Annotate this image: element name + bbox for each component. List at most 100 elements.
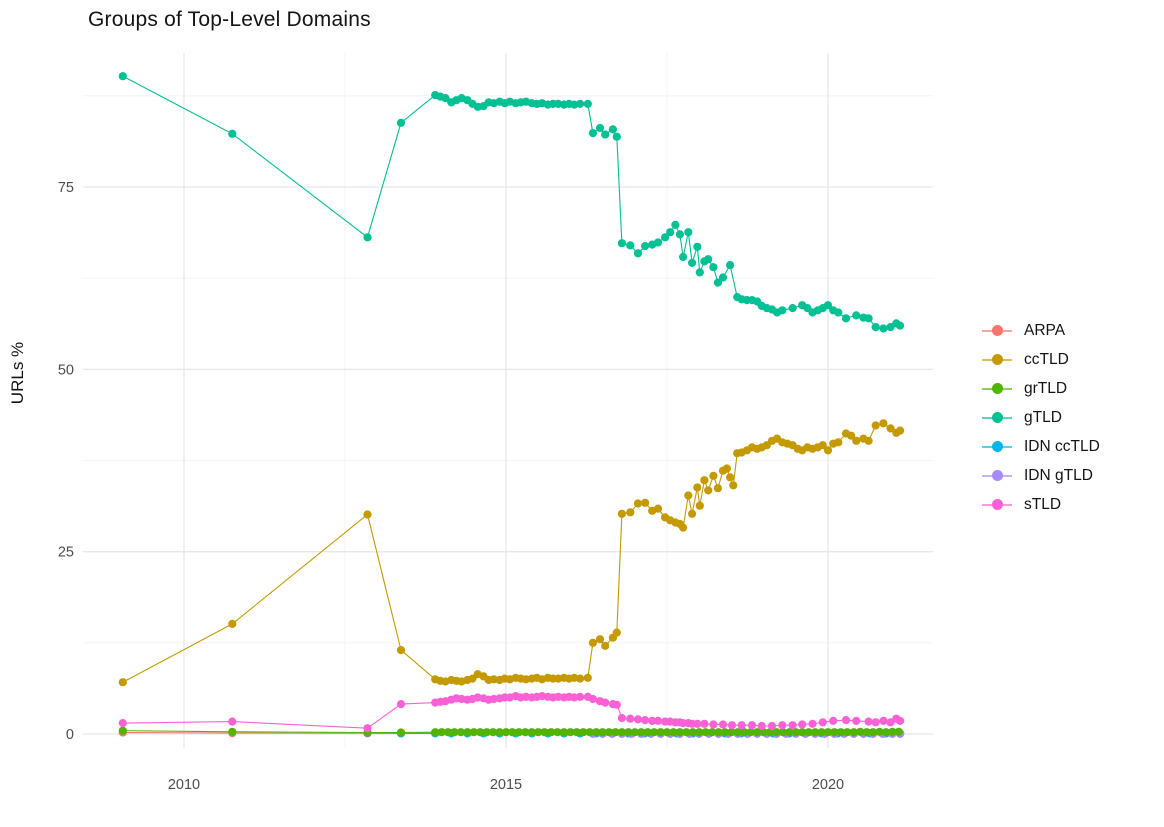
data-point-gtld xyxy=(666,228,675,237)
data-point-gtld xyxy=(363,233,372,242)
data-point-stld xyxy=(617,713,627,723)
data-point-cctld xyxy=(709,471,718,480)
data-point-cctld xyxy=(886,424,895,433)
data-point-cctld xyxy=(852,436,861,445)
data-point-gtld xyxy=(601,130,610,139)
data-point-stld xyxy=(648,716,657,726)
data-point-grtld xyxy=(501,728,511,737)
data-point-grtld xyxy=(881,728,891,737)
legend-key-icon xyxy=(982,466,1012,486)
data-point-grtld xyxy=(482,728,491,737)
data-point-grtld xyxy=(579,728,588,737)
data-point-stld xyxy=(576,692,585,701)
data-point-cctld xyxy=(722,464,732,473)
data-point-grtld xyxy=(675,728,685,737)
legend-label: ARPA xyxy=(1024,322,1066,339)
legend-label: gTLD xyxy=(1024,409,1062,426)
x-tick-label: 2015 xyxy=(490,777,522,793)
data-point-cctld xyxy=(684,491,693,500)
data-point-grtld xyxy=(753,728,762,737)
data-point-stld xyxy=(879,716,888,726)
data-point-gtld xyxy=(852,311,861,320)
data-point-stld xyxy=(228,717,237,726)
data-point-grtld xyxy=(791,728,800,737)
data-point-grtld xyxy=(566,728,575,737)
data-point-gtld xyxy=(704,255,713,264)
data-point-cctld xyxy=(679,523,688,532)
y-tick-label: 75 xyxy=(58,180,74,196)
data-point-grtld xyxy=(804,728,813,737)
legend: ARPA ccTLD grTLD gTLD IDN ccTLD IDN gTLD sTLD xyxy=(982,321,1100,515)
data-point-cctld xyxy=(823,446,833,455)
x-tick-label: 2020 xyxy=(812,777,844,793)
data-point-grtld xyxy=(682,728,691,737)
data-point-gtld xyxy=(228,129,237,138)
data-point-gtld xyxy=(583,99,592,108)
legend-label: grTLD xyxy=(1024,380,1068,397)
data-point-cctld xyxy=(641,498,650,507)
data-point-grtld xyxy=(662,728,672,737)
data-point-stld xyxy=(588,694,598,704)
data-point-grtld xyxy=(701,728,710,737)
data-point-cctld xyxy=(396,646,406,655)
data-point-gtld xyxy=(718,273,728,282)
legend-label: ccTLD xyxy=(1024,351,1069,368)
data-point-gtld xyxy=(688,258,697,267)
data-point-gtld xyxy=(823,301,833,310)
data-point-stld xyxy=(778,721,787,730)
legend-key-icon xyxy=(982,350,1012,370)
series-line-cctld xyxy=(122,422,901,683)
data-point-grtld xyxy=(624,728,633,737)
data-point-grtld xyxy=(785,728,794,737)
legend-key-icon xyxy=(982,379,1012,399)
data-point-stld xyxy=(718,720,728,729)
data-point-cctld xyxy=(871,421,880,430)
data-point-cctld xyxy=(633,499,643,508)
data-point-grtld xyxy=(611,728,620,737)
legend-label: sTLD xyxy=(1024,496,1062,513)
data-point-cctld xyxy=(617,509,627,518)
data-point-gtld xyxy=(834,308,843,317)
data-point-gtld xyxy=(684,228,693,237)
legend-item-gtld: gTLD xyxy=(982,408,1100,428)
data-point-grtld xyxy=(740,728,749,737)
data-point-grtld xyxy=(720,728,730,737)
data-point-stld xyxy=(852,716,861,726)
legend-item-cctld: ccTLD xyxy=(982,350,1100,370)
data-point-stld xyxy=(363,724,372,733)
data-point-grtld xyxy=(508,728,517,737)
data-point-grtld xyxy=(733,728,742,737)
data-point-grtld xyxy=(604,728,614,737)
data-point-stld xyxy=(747,721,757,730)
data-point-grtld xyxy=(836,728,846,737)
data-point-gtld xyxy=(778,306,787,315)
legend-key-icon xyxy=(982,321,1012,341)
data-point-grtld xyxy=(572,728,581,737)
legend-key-dot xyxy=(992,470,1003,481)
data-point-cctld xyxy=(228,619,237,629)
data-point-gtld xyxy=(118,72,127,81)
data-point-grtld xyxy=(553,728,562,737)
data-point-gtld xyxy=(726,261,735,270)
y-tick-label: 25 xyxy=(58,545,74,561)
legend-key-dot xyxy=(992,325,1003,336)
data-point-gtld xyxy=(653,238,663,247)
data-point-cctld xyxy=(695,501,704,510)
data-point-gtld xyxy=(671,220,680,229)
data-point-stld xyxy=(118,719,127,728)
data-point-cctld xyxy=(729,481,738,490)
data-point-cctld xyxy=(653,504,663,513)
data-point-gtld xyxy=(595,123,605,133)
data-point-cctld xyxy=(879,419,888,428)
data-point-gtld xyxy=(695,268,704,277)
data-point-grtld xyxy=(437,728,446,737)
data-point-cctld xyxy=(864,436,873,445)
data-point-cctld xyxy=(118,678,127,687)
data-point-grtld xyxy=(746,728,755,737)
data-point-cctld xyxy=(588,638,598,647)
data-point-cctld xyxy=(693,483,702,492)
data-point-cctld xyxy=(818,441,827,450)
legend-key-dot xyxy=(992,412,1003,423)
data-point-grtld xyxy=(875,727,884,736)
data-point-grtld xyxy=(450,728,459,737)
